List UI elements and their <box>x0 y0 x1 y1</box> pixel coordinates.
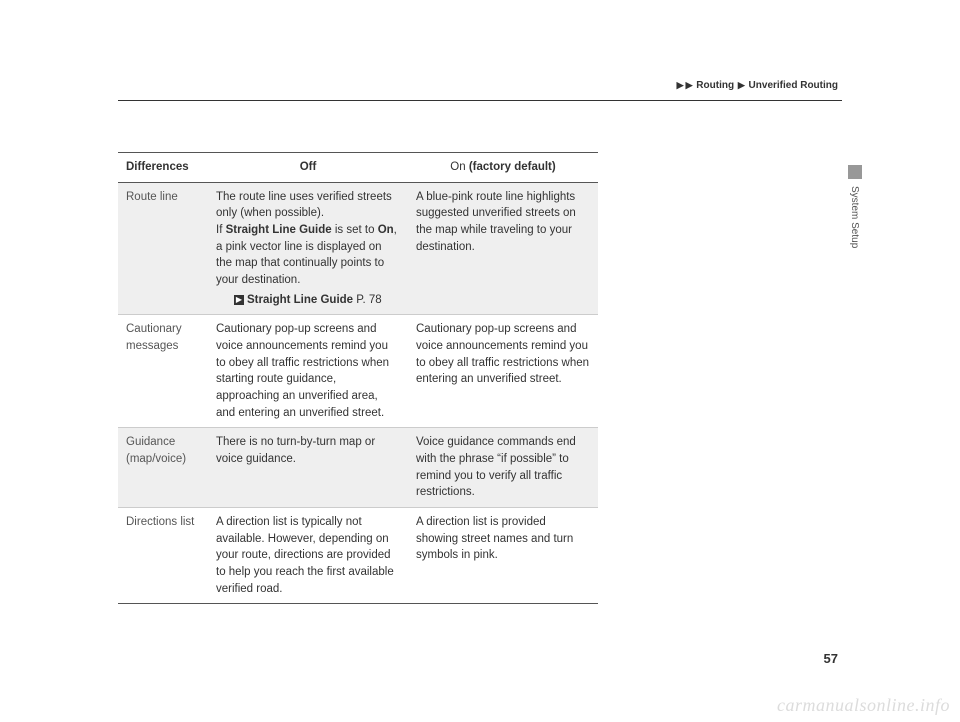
watermark: carmanualsonline.info <box>777 695 950 716</box>
row-label: Guidance (map/voice) <box>118 428 208 508</box>
breadcrumb-sep-icon: ▶ <box>677 80 684 90</box>
row-label: Cautionary messages <box>118 315 208 428</box>
col-header-on-text: On <box>450 161 465 173</box>
breadcrumb-item: Unverified Routing <box>749 80 838 91</box>
row-label: Route line <box>118 182 208 315</box>
table-row: Guidance (map/voice) There is no turn-by… <box>118 428 598 508</box>
breadcrumb: ▶▶ Routing ▶ Unverified Routing <box>676 80 838 91</box>
row-label: Directions list <box>118 508 208 604</box>
header-divider <box>118 100 842 101</box>
col-header-default: (factory default) <box>466 161 556 173</box>
breadcrumb-sep-icon: ▶ <box>738 80 745 90</box>
text: is set to <box>332 224 378 236</box>
cell-off: A direction list is typically not availa… <box>208 508 408 604</box>
breadcrumb-item: Routing <box>696 80 734 91</box>
xref-label: Straight Line Guide <box>247 294 353 306</box>
page-number: 57 <box>824 651 838 666</box>
table-row: Cautionary messages Cautionary pop-up sc… <box>118 315 598 428</box>
text: On <box>378 224 394 236</box>
cell-on: Voice guidance commands end with the phr… <box>408 428 598 508</box>
cell-off: There is no turn-by-turn map or voice gu… <box>208 428 408 508</box>
xref-icon: ▶ <box>234 295 244 305</box>
comparison-table: Differences Off On (factory default) Rou… <box>118 152 598 604</box>
cell-on: A blue-pink route line highlights sugges… <box>408 182 598 315</box>
xref-page: P. 78 <box>353 294 382 306</box>
text: The route line uses verified streets onl… <box>216 191 392 220</box>
table-row: Directions list A direction list is typi… <box>118 508 598 604</box>
cell-off: The route line uses verified streets onl… <box>208 182 408 315</box>
text: Straight Line Guide <box>226 224 332 236</box>
section-label: System Setup <box>849 186 860 248</box>
cell-off: Cautionary pop-up screens and voice anno… <box>208 315 408 428</box>
col-header-differences: Differences <box>118 153 208 183</box>
side-tab-marker <box>848 165 862 179</box>
cell-on: Cautionary pop-up screens and voice anno… <box>408 315 598 428</box>
text: If <box>216 224 226 236</box>
col-header-off: Off <box>208 153 408 183</box>
breadcrumb-sep-icon: ▶ <box>686 80 693 90</box>
table-row: Route line The route line uses verified … <box>118 182 598 315</box>
cross-reference: ▶Straight Line Guide P. 78 <box>234 292 382 309</box>
col-header-on: On (factory default) <box>408 153 598 183</box>
cell-on: A direction list is provided showing str… <box>408 508 598 604</box>
